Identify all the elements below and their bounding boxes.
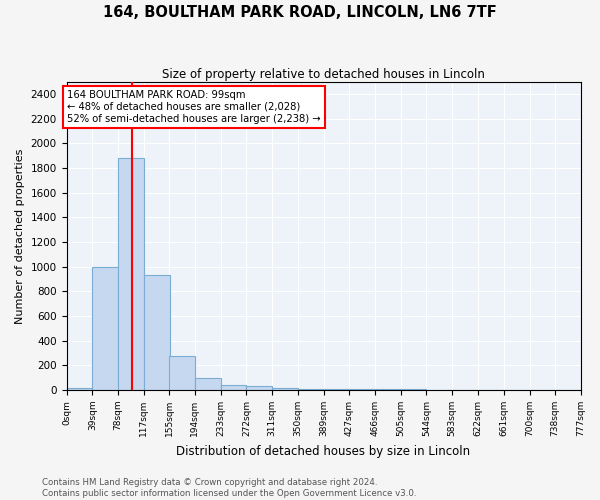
Bar [169,356,195,390]
Bar [118,158,144,390]
Y-axis label: Number of detached properties: Number of detached properties [15,148,25,324]
Bar [221,385,247,390]
Bar [195,378,221,390]
Text: 164, BOULTHAM PARK ROAD, LINCOLN, LN6 7TF: 164, BOULTHAM PARK ROAD, LINCOLN, LN6 7T… [103,5,497,20]
Bar [92,266,118,390]
Bar [247,386,272,390]
Bar [272,388,298,390]
Text: 164 BOULTHAM PARK ROAD: 99sqm
← 48% of detached houses are smaller (2,028)
52% o: 164 BOULTHAM PARK ROAD: 99sqm ← 48% of d… [67,90,321,124]
Bar [144,276,170,390]
Title: Size of property relative to detached houses in Lincoln: Size of property relative to detached ho… [162,68,485,80]
Bar [298,389,324,390]
Text: Contains HM Land Registry data © Crown copyright and database right 2024.
Contai: Contains HM Land Registry data © Crown c… [42,478,416,498]
Bar [67,388,92,390]
X-axis label: Distribution of detached houses by size in Lincoln: Distribution of detached houses by size … [176,444,470,458]
